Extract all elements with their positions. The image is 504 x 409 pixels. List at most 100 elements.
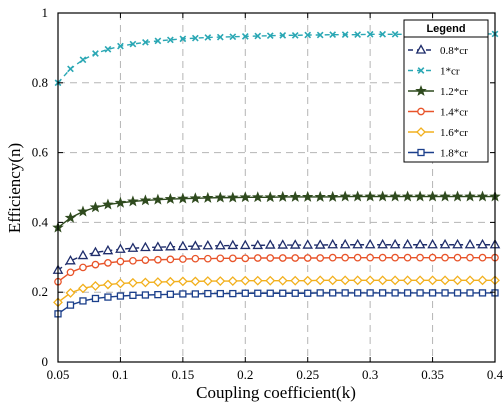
marker-stroke [204, 34, 212, 41]
data-point [102, 244, 114, 255]
marker-stroke [329, 31, 337, 39]
legend-label: 1.2*cr [440, 86, 468, 98]
data-point [215, 239, 226, 250]
legend-title: Legend [426, 23, 465, 35]
data-point [279, 289, 287, 297]
data-point [354, 289, 362, 297]
data-point [154, 255, 162, 264]
data-point [79, 297, 87, 305]
data-point [304, 289, 312, 297]
x-tick-label: 0.4 [487, 367, 504, 382]
data-point [266, 254, 275, 262]
y-tick-label: 1 [42, 5, 49, 20]
data-point [129, 256, 137, 265]
series-1.6*cr [53, 275, 500, 308]
data-point [202, 239, 214, 250]
series-line [57, 33, 495, 84]
data-point [266, 289, 274, 297]
data-point [402, 238, 413, 249]
data-point [141, 256, 150, 264]
data-point [391, 289, 399, 297]
data-point [366, 289, 374, 297]
data-point [241, 254, 250, 263]
data-point [67, 65, 74, 73]
data-point [303, 254, 312, 262]
data-point [252, 239, 264, 250]
data-point [92, 50, 99, 57]
marker-stroke [191, 34, 199, 42]
data-point [103, 279, 113, 290]
data-point [427, 275, 438, 286]
data-point [366, 253, 374, 262]
data-point [426, 190, 439, 202]
data-point [476, 190, 489, 202]
data-point [377, 238, 388, 249]
data-point [351, 190, 364, 202]
data-point [177, 240, 189, 251]
x-tick-label: 0.35 [421, 367, 444, 382]
data-point [341, 253, 350, 262]
data-point [452, 275, 463, 286]
data-point [104, 259, 112, 267]
data-point [152, 277, 163, 287]
data-point [477, 275, 488, 286]
data-point [402, 275, 413, 286]
data-point [277, 239, 289, 249]
legend-label: 1.6*cr [440, 127, 468, 139]
data-point [239, 239, 251, 250]
data-point [327, 238, 338, 249]
marker-stroke [142, 38, 149, 46]
data-point [377, 275, 388, 286]
marker-stroke [354, 31, 362, 39]
data-point [203, 254, 212, 263]
data-point [477, 238, 488, 249]
data-point [215, 276, 226, 286]
data-point [78, 283, 88, 294]
data-point [241, 289, 249, 297]
marker-stroke [216, 33, 224, 41]
data-point [204, 289, 212, 298]
data-point [227, 191, 239, 203]
data-point [177, 192, 189, 204]
series-1.2*cr [52, 190, 501, 233]
data-point [202, 191, 214, 203]
legend-entry: 0.8*cr [408, 44, 468, 57]
data-point [301, 190, 314, 202]
marker-stroke [92, 50, 99, 57]
data-point [378, 289, 387, 297]
marker-stroke [117, 42, 124, 50]
legend-entry: 1.6*cr [408, 127, 468, 139]
data-point [139, 194, 152, 206]
data-point [216, 289, 224, 298]
data-point [302, 275, 313, 286]
data-point [453, 289, 462, 297]
data-point [115, 243, 126, 253]
legend-entry: 1*cr [408, 66, 460, 78]
data-point [77, 205, 89, 217]
data-point [65, 254, 76, 265]
data-point [189, 192, 202, 204]
data-point [254, 32, 262, 40]
marker-stroke [154, 37, 162, 45]
legend-marker [417, 107, 425, 116]
data-point [91, 294, 100, 303]
data-point [264, 239, 276, 249]
data-point [114, 196, 127, 208]
data-point [401, 190, 414, 202]
data-point [378, 253, 387, 262]
data-point [79, 56, 87, 64]
data-point [439, 238, 451, 249]
data-point [140, 241, 151, 252]
data-point [341, 289, 349, 297]
marker-stroke [67, 65, 74, 73]
data-point [216, 254, 225, 263]
series-1.8*cr [54, 289, 499, 318]
data-point [290, 275, 301, 286]
data-point [229, 289, 237, 298]
data-point [291, 31, 299, 39]
legend-label: 1.4*cr [440, 107, 468, 119]
data-point [316, 254, 325, 262]
data-point [277, 275, 288, 286]
data-point [140, 277, 151, 288]
data-point [104, 293, 112, 301]
